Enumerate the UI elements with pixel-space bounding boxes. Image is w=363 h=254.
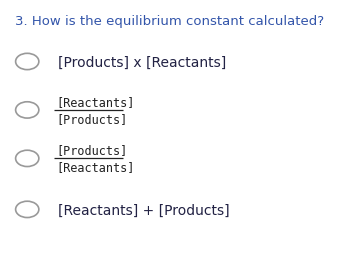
Text: [Products]: [Products] — [56, 144, 127, 157]
Text: 3. How is the equilibrium constant calculated?: 3. How is the equilibrium constant calcu… — [15, 15, 324, 28]
Text: [Reactants]: [Reactants] — [56, 96, 135, 108]
Text: [Products]: [Products] — [56, 113, 127, 125]
Circle shape — [16, 151, 39, 167]
Text: [Reactants]: [Reactants] — [56, 161, 135, 173]
Text: [Reactants] + [Products]: [Reactants] + [Products] — [58, 203, 230, 216]
Circle shape — [16, 54, 39, 70]
Circle shape — [16, 201, 39, 218]
Text: [Products] x [Reactants]: [Products] x [Reactants] — [58, 55, 226, 69]
Circle shape — [16, 102, 39, 119]
